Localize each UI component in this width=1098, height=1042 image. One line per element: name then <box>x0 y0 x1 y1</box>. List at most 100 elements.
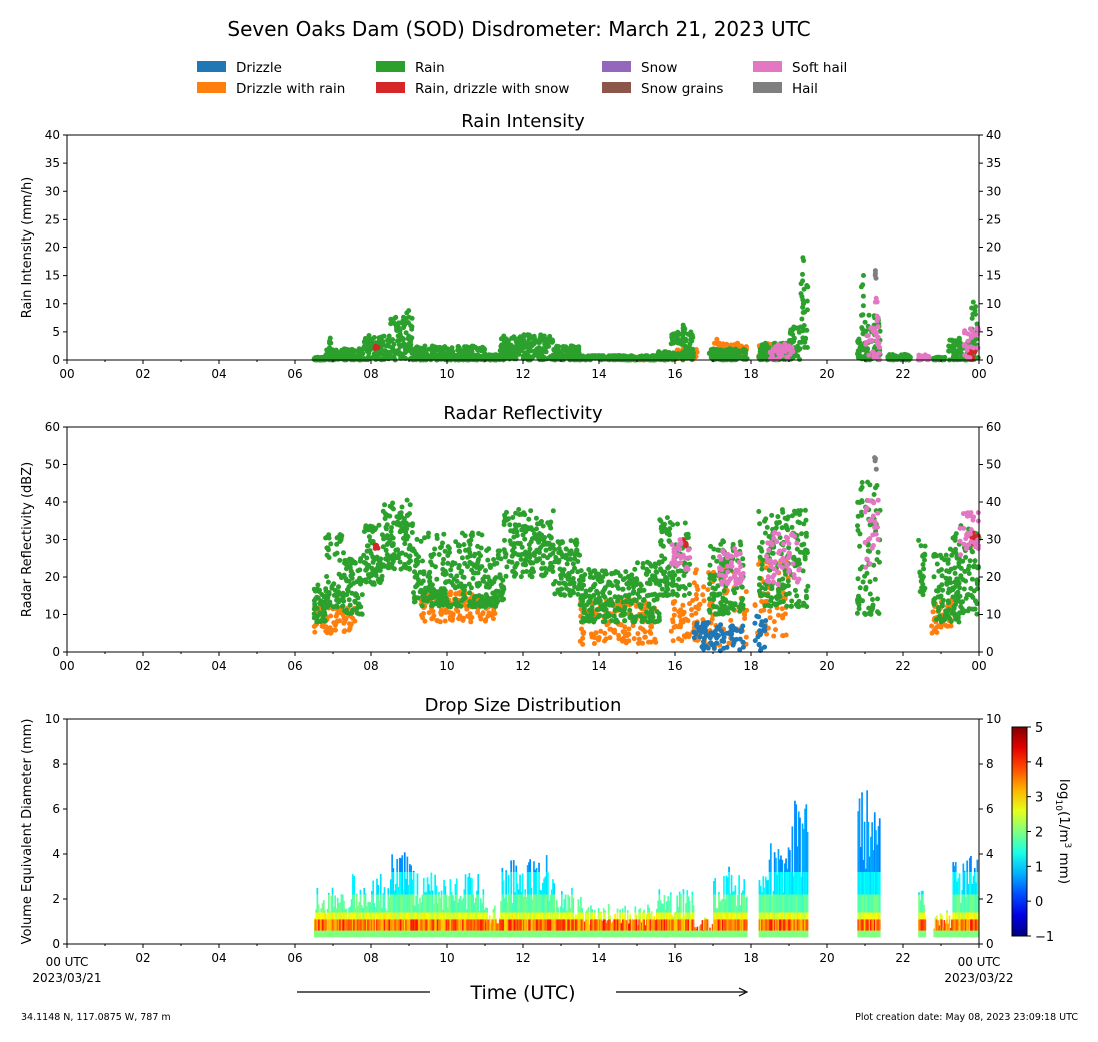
data-point <box>476 346 482 352</box>
data-point <box>328 613 334 619</box>
data-point <box>508 528 514 534</box>
data-point <box>743 589 749 595</box>
data-point <box>644 580 650 586</box>
data-point <box>402 541 408 547</box>
data-point <box>784 603 790 609</box>
data-point <box>855 499 861 505</box>
data-point <box>955 579 961 585</box>
data-point <box>445 544 451 550</box>
data-point <box>803 547 808 553</box>
data-point <box>782 611 788 617</box>
data-point <box>540 573 546 579</box>
data-point <box>855 513 861 519</box>
data-point <box>382 348 388 354</box>
data-point <box>795 508 801 514</box>
data-point <box>680 602 686 608</box>
data-point <box>920 562 926 567</box>
data-point <box>759 548 765 554</box>
data-point <box>334 603 340 609</box>
data-point <box>470 344 476 349</box>
data-point <box>526 550 532 556</box>
data-point <box>968 586 974 591</box>
data-point <box>872 272 878 278</box>
data-point <box>336 584 341 590</box>
data-point <box>633 614 639 620</box>
data-point <box>482 354 488 360</box>
axes-frame <box>66 134 980 361</box>
data-point <box>380 352 386 358</box>
data-point <box>728 617 734 623</box>
data-point <box>547 354 553 360</box>
data-point <box>948 619 954 625</box>
data-point <box>857 566 863 572</box>
data-point <box>798 291 804 297</box>
data-point <box>973 311 978 317</box>
data-point <box>789 603 794 609</box>
data-point <box>728 351 734 357</box>
data-point <box>559 586 565 592</box>
data-point <box>604 571 609 577</box>
data-point <box>965 592 971 597</box>
data-point <box>334 618 340 624</box>
data-point <box>404 320 410 326</box>
data-point <box>710 603 716 609</box>
data-point <box>777 593 783 599</box>
data-point <box>638 354 644 360</box>
data-point <box>778 599 784 605</box>
data-point <box>670 600 676 606</box>
data-point <box>689 612 695 618</box>
x-tick-label: 16 <box>667 367 682 381</box>
data-point <box>334 611 340 617</box>
data-point <box>873 332 879 338</box>
data-point <box>572 556 578 562</box>
data-point <box>406 308 412 314</box>
data-point <box>471 553 477 559</box>
data-point <box>396 352 402 357</box>
data-point <box>388 533 394 539</box>
data-point <box>347 625 353 631</box>
data-point <box>404 497 410 503</box>
data-point <box>801 301 806 307</box>
data-point <box>945 598 951 604</box>
data-point <box>738 542 744 548</box>
data-point <box>629 353 635 359</box>
data-point <box>863 586 869 592</box>
data-point <box>710 554 716 560</box>
data-point <box>468 619 474 625</box>
data-point <box>448 573 454 579</box>
data-point <box>792 587 798 593</box>
data-point <box>543 344 549 350</box>
data-point <box>420 350 425 356</box>
data-point <box>315 595 321 601</box>
data-point <box>922 551 928 557</box>
data-point <box>802 554 808 560</box>
data-point <box>449 617 455 623</box>
data-point <box>415 595 421 601</box>
data-point <box>514 341 520 347</box>
data-point <box>324 545 330 551</box>
y-tick-label: 0 <box>986 353 994 367</box>
data-point <box>953 598 959 604</box>
data-point <box>391 320 397 326</box>
data-point <box>742 616 748 621</box>
data-point <box>757 521 763 527</box>
data-point <box>962 569 968 574</box>
data-point <box>958 573 964 579</box>
data-point <box>714 558 720 564</box>
data-point <box>440 540 445 546</box>
data-point <box>739 627 745 633</box>
data-point <box>512 528 518 534</box>
legend-label: Drizzle with rain <box>236 81 345 97</box>
data-point <box>531 333 537 339</box>
data-point <box>550 569 556 574</box>
data-point <box>682 634 688 640</box>
y-tick-label: 5 <box>986 325 994 339</box>
data-point <box>781 347 787 353</box>
data-point <box>697 601 703 607</box>
y-tick-label: 35 <box>45 156 60 170</box>
data-point <box>802 507 808 513</box>
data-point <box>729 601 735 607</box>
data-point <box>344 592 350 598</box>
data-point <box>356 601 362 607</box>
data-point <box>487 584 492 590</box>
